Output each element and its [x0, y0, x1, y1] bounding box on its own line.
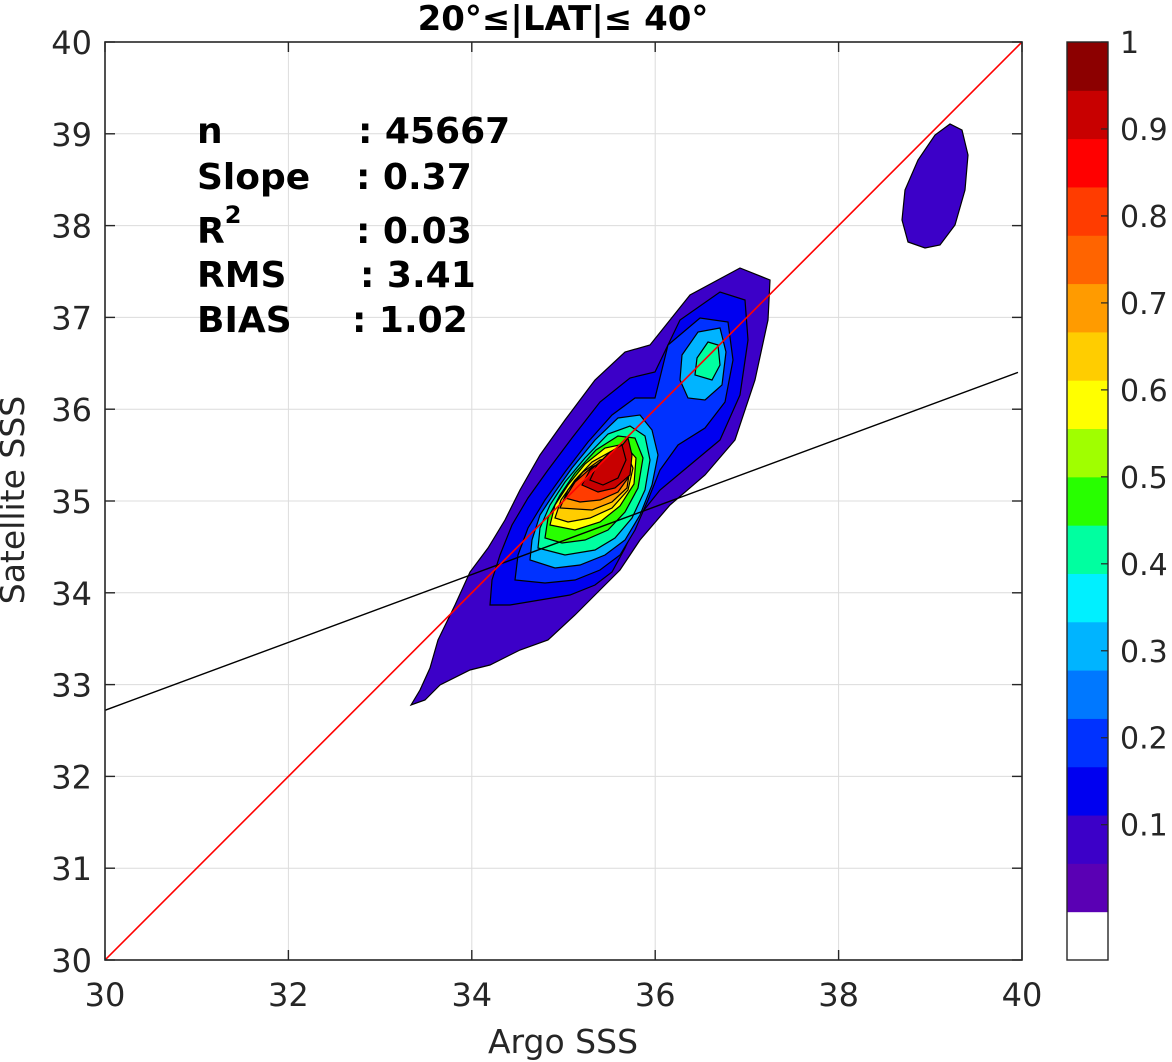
density-blob-upper — [901, 123, 969, 249]
stat-label-0: n — [197, 111, 223, 152]
colorbar-swatch-10 — [1067, 428, 1108, 478]
colorbar-swatch-3 — [1067, 766, 1108, 816]
y-tick-label-6: 36 — [51, 391, 92, 429]
colorbar-swatch-9 — [1067, 476, 1108, 526]
stat-value-1: : 0.37 — [356, 157, 472, 198]
stat-label-1: Slope — [197, 157, 310, 198]
y-tick-label-3: 33 — [51, 667, 92, 705]
colorbar-swatch-0 — [1067, 911, 1108, 961]
stat-value-4: : 1.02 — [352, 300, 468, 341]
colorbar-swatch-15 — [1067, 186, 1108, 236]
x-tick-label-1: 32 — [268, 976, 309, 1014]
colorbar-tick-label-4: 0.5 — [1120, 461, 1168, 496]
stat-value-2: : 0.03 — [356, 211, 472, 252]
stat-label-2: R2 — [197, 201, 241, 252]
x-tick-label-3: 36 — [635, 976, 676, 1014]
colorbar-tick-label-2: 0.3 — [1120, 635, 1168, 670]
y-tick-label-8: 38 — [51, 208, 92, 246]
colorbar-swatch-11 — [1067, 380, 1108, 430]
stat-label-3: RMS — [197, 255, 286, 296]
x-tick-label-5: 40 — [1002, 976, 1043, 1014]
colorbar-tick-label-5: 0.6 — [1120, 374, 1168, 409]
x-tick-label-2: 34 — [451, 976, 492, 1014]
colorbar-swatch-16 — [1067, 138, 1108, 188]
x-tick-label-0: 30 — [85, 976, 126, 1014]
y-tick-label-1: 31 — [51, 850, 92, 888]
y-tick-label-9: 39 — [51, 116, 92, 154]
colorbar-tick-label-0: 0.1 — [1120, 809, 1168, 844]
colorbar-swatch-18 — [1067, 42, 1108, 91]
colorbar-swatch-6 — [1067, 621, 1108, 671]
x-tick-label-4: 38 — [818, 976, 859, 1014]
colorbar-tick-label-8: 0.9 — [1120, 113, 1168, 148]
colorbar-swatch-7 — [1067, 573, 1108, 623]
colorbar-swatch-5 — [1067, 670, 1108, 719]
colorbar-frame — [1066, 41, 1109, 961]
colorbar-swatch-13 — [1067, 283, 1108, 333]
stat-superscript: 2 — [225, 201, 242, 229]
colorbar-swatch-12 — [1067, 331, 1108, 381]
y-axis-label: Satellite SSS — [0, 396, 32, 605]
stat-value-3: : 3.41 — [360, 255, 476, 296]
y-tick-label-5: 35 — [51, 483, 92, 521]
stat-value-0: : 45667 — [358, 111, 510, 152]
colorbar-tick-label-1: 0.2 — [1120, 722, 1168, 757]
y-tick-label-0: 30 — [51, 942, 92, 980]
colorbar-swatch-4 — [1067, 718, 1108, 768]
chart-title: 20°≤|LAT|≤ 40° — [418, 0, 709, 39]
colorbar-swatch-17 — [1067, 90, 1108, 140]
colorbar-swatch-2 — [1067, 815, 1108, 864]
colorbar-tick-label-7: 0.8 — [1120, 200, 1168, 235]
y-tick-label-7: 37 — [51, 299, 92, 337]
stat-label-4: BIAS — [197, 300, 292, 341]
colorbar: 0.1 0.2 0.3 0.4 0.5 0.6 0.7 0.8 0.9 1 — [1066, 26, 1168, 961]
one-to-one-line — [105, 42, 1022, 960]
y-tick-label-4: 34 — [51, 575, 92, 613]
y-tick-label-10: 40 — [51, 24, 92, 62]
regression-line — [105, 371, 1019, 711]
density-contour-0-95 — [589, 444, 627, 486]
colorbar-tick-label-9: 1 — [1120, 26, 1139, 61]
colorbar-tick-label-6: 0.7 — [1120, 287, 1168, 322]
y-tick-label-2: 32 — [51, 758, 92, 796]
stats-block: n : 45667 Slope : 0.37 R2 : 0.03 RMS : 3.41 BIAS… — [197, 111, 510, 341]
colorbar-swatch-8 — [1067, 525, 1108, 574]
colorbar-tick-label-3: 0.4 — [1120, 548, 1168, 583]
colorbar-swatch-1 — [1067, 863, 1108, 913]
x-axis-label: Argo SSS — [488, 1022, 638, 1061]
colorbar-swatch-14 — [1067, 235, 1108, 285]
